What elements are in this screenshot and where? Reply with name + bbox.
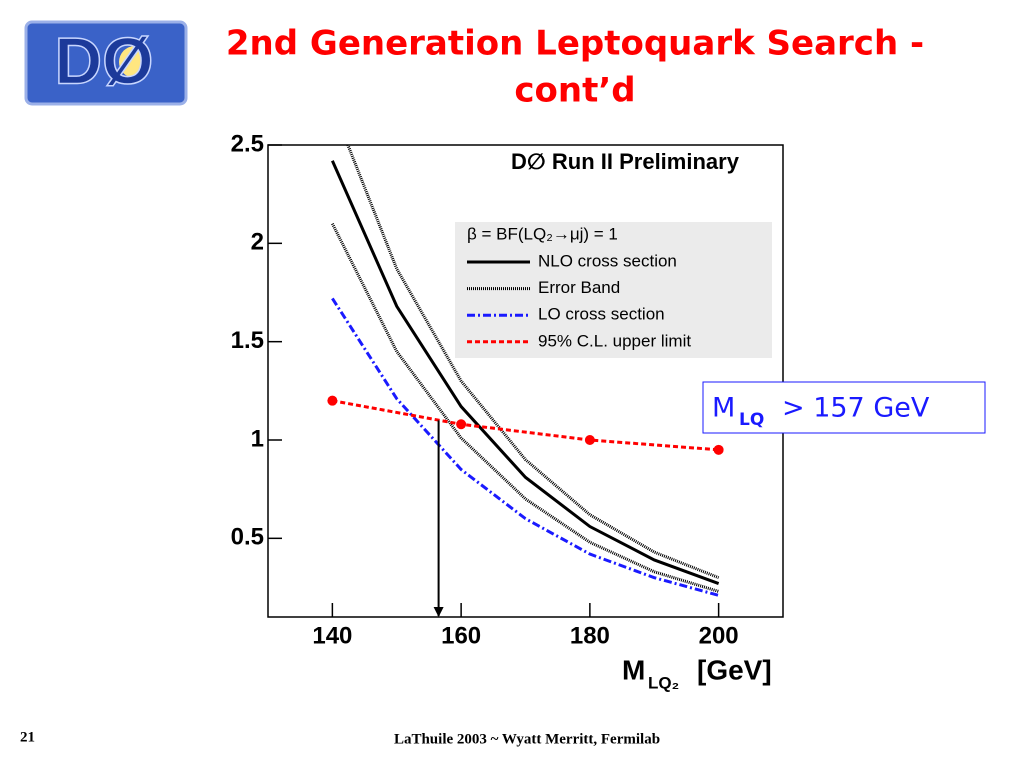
series-line — [346, 145, 720, 580]
slide-title: cont’d — [514, 71, 635, 111]
x-axis-label: M LQ₂ [GeV] — [622, 654, 772, 692]
chart-annotation: D∅ Run II Preliminary — [511, 149, 740, 174]
y-tick-label: 2.5 — [231, 130, 264, 157]
point — [713, 444, 724, 455]
series-line — [331, 222, 720, 593]
legend-title: β = BF(LQ₂→μj) = 1 — [467, 224, 618, 243]
series-line — [331, 160, 720, 585]
result-box — [702, 381, 986, 434]
result-text: > 157 GeV — [782, 393, 930, 424]
x-label-unit: [GeV] — [697, 654, 772, 685]
x-tick-label: 200 — [699, 622, 739, 649]
x-tick-label: 160 — [441, 622, 481, 649]
result-subscript: LQ — [739, 410, 764, 430]
point — [456, 419, 467, 430]
y-tick-label: 1.5 — [231, 327, 264, 354]
logo-text: DØ — [55, 23, 154, 97]
y-tick-label: 0.5 — [231, 524, 264, 551]
legend-label: LO cross section — [538, 305, 665, 324]
logo: DØ — [24, 20, 188, 106]
footer: LaThuile 2003 ~ Wyatt Merritt, Fermilab — [394, 731, 660, 747]
series-line — [331, 297, 720, 597]
legend-label: NLO cross section — [538, 251, 677, 270]
x-label-symbol: M — [622, 654, 645, 685]
slide-title: 2nd Generation Leptoquark Search - — [226, 24, 924, 64]
y-tick-label: 2 — [251, 229, 264, 256]
point — [584, 435, 595, 445]
series-line — [332, 399, 719, 452]
plot-frame — [267, 144, 784, 618]
result-symbol: M — [712, 393, 735, 424]
legend-label: Error Band — [538, 278, 620, 297]
x-tick-label: 180 — [570, 622, 610, 649]
x-tick-label: 140 — [312, 622, 352, 649]
point — [327, 395, 338, 406]
page-number: 21 — [20, 729, 35, 745]
y-tick-label: 1 — [251, 425, 264, 452]
legend-label: 95% C.L. upper limit — [538, 331, 691, 350]
x-label-subscript: LQ₂ — [648, 673, 679, 692]
